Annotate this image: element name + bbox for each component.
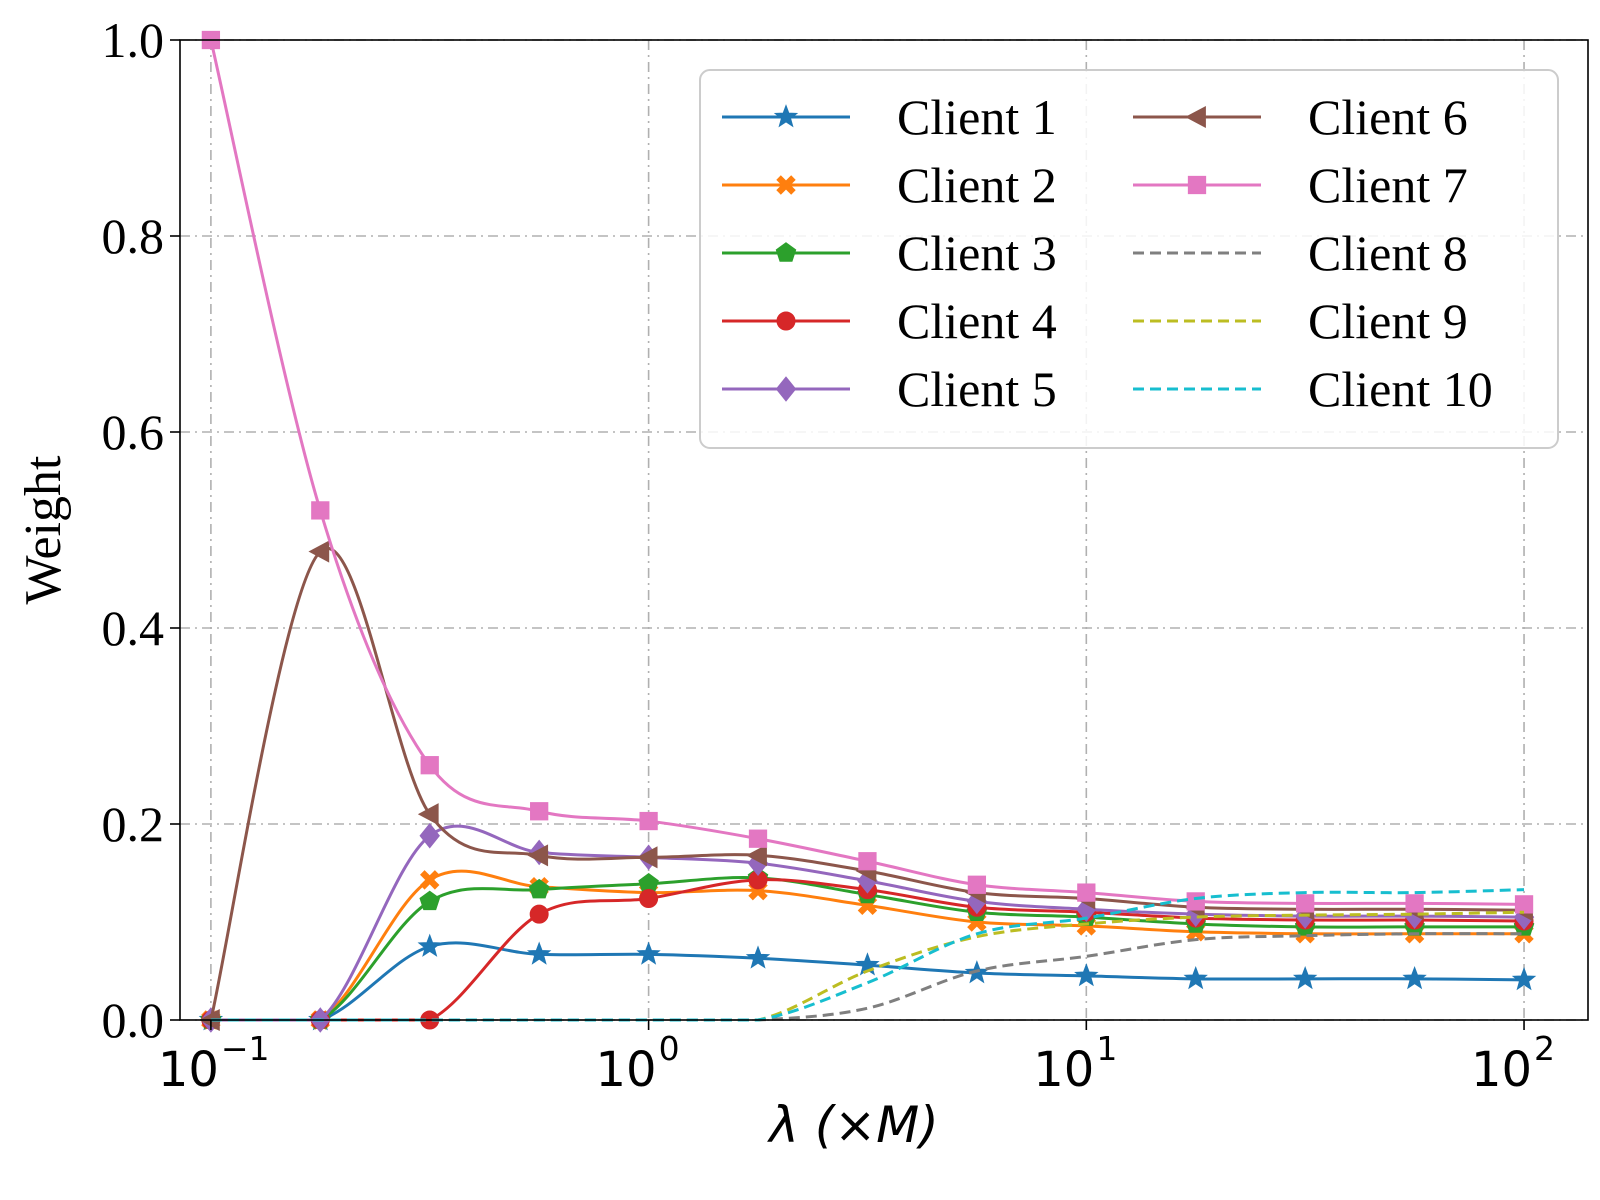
data-point: [745, 945, 771, 969]
data-point: [1186, 892, 1205, 911]
data-point: [1511, 966, 1537, 991]
series-client-10: [210, 888, 1525, 1022]
y-tick-label: 1.0: [102, 12, 165, 68]
legend-entry: Client 3: [722, 225, 1057, 281]
data-point: [1405, 894, 1424, 913]
legend-label: Client 7: [1308, 157, 1468, 213]
data-point: [1402, 966, 1427, 990]
series-client-9: [210, 910, 1525, 1022]
series-line: [210, 910, 1525, 1022]
data-point: [417, 933, 442, 957]
legend-entry: Client 8: [1133, 225, 1468, 281]
legend-entry: Client 4: [722, 293, 1057, 349]
data-point: [529, 904, 549, 924]
x-tick-label: 10 0: [596, 1029, 680, 1098]
data-point: [967, 875, 987, 894]
data-point: [639, 811, 658, 831]
legend-label: Client 6: [1308, 89, 1468, 145]
x-axis-label: λ (×M): [766, 1096, 939, 1154]
x-tick-base: 10: [1033, 1042, 1094, 1098]
data-point: [420, 756, 439, 775]
legend-entry: Client 7: [1133, 157, 1468, 213]
legend-label: Client 8: [1308, 225, 1468, 281]
data-point: [858, 852, 877, 871]
x-tick-exponent: 0: [659, 1029, 680, 1068]
legend-entry: Client 5: [722, 361, 1057, 417]
y-tick-label: 0.4: [102, 600, 165, 656]
data-point: [1514, 895, 1534, 914]
legend-label: Client 2: [897, 157, 1057, 213]
data-point: [1292, 966, 1318, 990]
data-point: [748, 829, 768, 848]
data-point: [526, 941, 552, 965]
legend-entry: Client 2: [722, 157, 1057, 213]
legend-entry: Client 6: [1133, 89, 1468, 145]
data-point: [527, 844, 549, 867]
data-point: [417, 803, 439, 826]
y-tick-label: 0.8: [102, 208, 165, 264]
series-layer: [198, 30, 1537, 1033]
x-tick-exponent: 2: [1534, 1029, 1555, 1068]
data-point: [746, 844, 767, 867]
data-point: [775, 376, 797, 402]
legend-label: Client 5: [897, 361, 1057, 417]
series-client-4: [201, 870, 1534, 1030]
y-tick-label: 0.2: [102, 796, 165, 852]
legend-box: [699, 69, 1559, 449]
series-line: [209, 39, 1525, 906]
data-point: [773, 104, 799, 128]
x-tick-label: 10 2: [1471, 1029, 1555, 1098]
legend-label: Client 4: [897, 293, 1057, 349]
data-point: [1187, 175, 1207, 195]
data-point: [311, 501, 330, 520]
x-tick-label: 10 −1: [158, 1029, 270, 1098]
y-tick-label: 0.0: [102, 992, 165, 1048]
legend-label: Client 9: [1308, 293, 1468, 349]
legend-entry: Client 9: [1133, 293, 1468, 349]
ticks: 0.00.20.40.60.81.010 −1 10 0 10 1 10 2: [102, 12, 1556, 1098]
x-tick-label: 10 1: [1033, 1029, 1117, 1098]
x-tick-exponent: 1: [1096, 1029, 1117, 1068]
data-point: [419, 822, 440, 849]
data-point: [1183, 966, 1208, 990]
data-point: [528, 878, 550, 899]
data-point: [419, 890, 441, 911]
x-tick-base: 10: [596, 1042, 657, 1098]
legend-entry: Client 10: [1133, 361, 1493, 417]
legend-entry: Client 1: [722, 89, 1057, 145]
data-point: [1296, 894, 1315, 913]
x-tick-base: 10: [158, 1042, 219, 1098]
data-point: [636, 941, 661, 965]
series-client-8: [210, 932, 1525, 1022]
x-tick-base: 10: [1471, 1042, 1532, 1098]
series-line: [210, 932, 1525, 1022]
data-point: [420, 870, 440, 890]
data-point: [776, 311, 796, 331]
data-point: [639, 888, 659, 908]
legend-label: Client 3: [897, 225, 1057, 281]
data-point: [308, 540, 330, 563]
plot-frame: [179, 39, 1589, 1021]
y-tick-label: 0.6: [102, 404, 165, 460]
series-line: [209, 546, 1525, 1021]
data-point: [775, 242, 797, 262]
legend-label: Client 10: [1308, 361, 1493, 417]
y-axis-label: Weight: [15, 455, 72, 604]
data-point: [636, 846, 658, 869]
x-tick-exponent: −1: [221, 1029, 270, 1068]
series-line: [210, 888, 1525, 1022]
data-point: [1185, 105, 1206, 129]
legend: Client 1 Client 2 Client 3 Client 4 Client 5…: [699, 69, 1559, 449]
data-point: [776, 175, 796, 195]
data-point: [1074, 963, 1099, 987]
data-point: [530, 802, 549, 821]
legend-label: Client 1: [897, 89, 1057, 145]
data-point: [1077, 883, 1096, 902]
